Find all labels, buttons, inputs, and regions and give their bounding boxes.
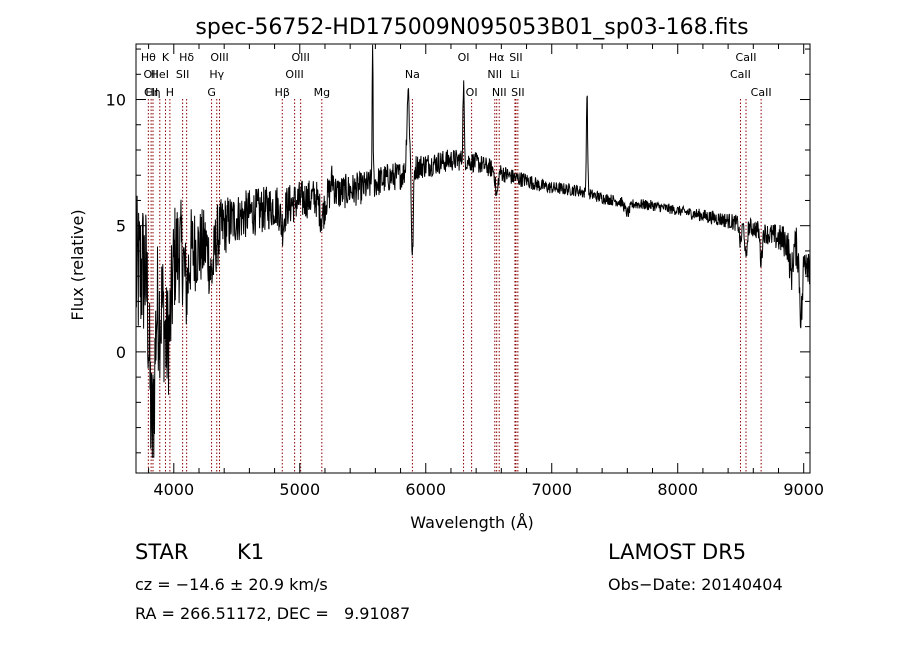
spectral-line-labels: HθOIICIIHηHeIKHSIIHδGHγOIIIHβOIIIOIIIMgN… — [141, 51, 772, 99]
spectral-line-label: CII — [144, 86, 158, 99]
y-tick-label: 5 — [116, 217, 126, 236]
spectral-line-label: Mg — [314, 86, 330, 99]
spectral-line-label: H — [166, 86, 174, 99]
object-class: STAR — [135, 540, 189, 564]
spectral-line-label: Hγ — [209, 68, 224, 81]
spectral-line-label: SII — [176, 68, 189, 81]
spectral-line-label: G — [207, 86, 216, 99]
spectrum-series-line — [135, 44, 811, 458]
object-subclass: K1 — [237, 540, 265, 564]
redshift-velocity: cz = −14.6 ± 20.9 km/s — [135, 575, 328, 594]
spectral-line-label: SII — [509, 51, 522, 64]
spectral-line-label: Li — [510, 68, 519, 81]
x-tick-label: 8000 — [657, 480, 698, 499]
spectral-line-label: Hβ — [275, 86, 290, 99]
spectral-line-label: NII — [487, 68, 502, 81]
spectral-line-label: CaII — [751, 86, 772, 99]
spectral-line-label: K — [162, 51, 170, 64]
spectral-line-label: OIII — [291, 51, 309, 64]
x-tick-label: 6000 — [405, 480, 446, 499]
y-axis-label: Flux (relative) — [68, 209, 87, 320]
spectral-line-label: Hα — [489, 51, 505, 64]
x-tick-label: 5000 — [279, 480, 320, 499]
y-tick-label: 10 — [106, 91, 126, 110]
spectral-line-label: OIII — [285, 68, 303, 81]
x-tick-label: 4000 — [153, 480, 194, 499]
x-tick-label: 7000 — [531, 480, 572, 499]
spectral-line-label: Hη — [145, 86, 160, 99]
spectral-line-label: SII — [511, 86, 524, 99]
spectral-line-label: NII — [492, 86, 507, 99]
x-axis-ticks: 4000 5000 6000 7000 8000 9000 — [148, 44, 824, 499]
x-tick-label: 9000 — [783, 480, 824, 499]
spectral-line-label: CaII — [730, 68, 751, 81]
observation-date: Obs−Date: 20140404 — [608, 575, 783, 594]
spectral-line-label: HeI — [151, 68, 169, 81]
spectral-line-label: OIII — [210, 51, 228, 64]
x-axis-label: Wavelength (Å) — [410, 513, 533, 532]
spectral-line-markers — [147, 99, 762, 473]
spectral-line-label: CaII — [736, 51, 757, 64]
coordinates-radec: RA = 266.51172, DEC = 9.91087 — [135, 604, 411, 623]
y-tick-label: 0 — [116, 343, 126, 362]
spectral-line-label: Hθ — [141, 51, 156, 64]
spectral-line-label: OI — [466, 86, 478, 99]
spectral-line-label: Hδ — [179, 51, 194, 64]
chart-title: spec-56752-HD175009N095053B01_sp03-168.f… — [195, 15, 748, 40]
survey-name: LAMOST DR5 — [608, 540, 747, 564]
spectral-line-label: Na — [405, 68, 420, 81]
spectral-line-label: OI — [458, 51, 470, 64]
spectral-line-label: OII — [144, 68, 159, 81]
plot-frame — [135, 43, 811, 474]
y-axis-ticks: 0 5 10 — [106, 48, 810, 454]
